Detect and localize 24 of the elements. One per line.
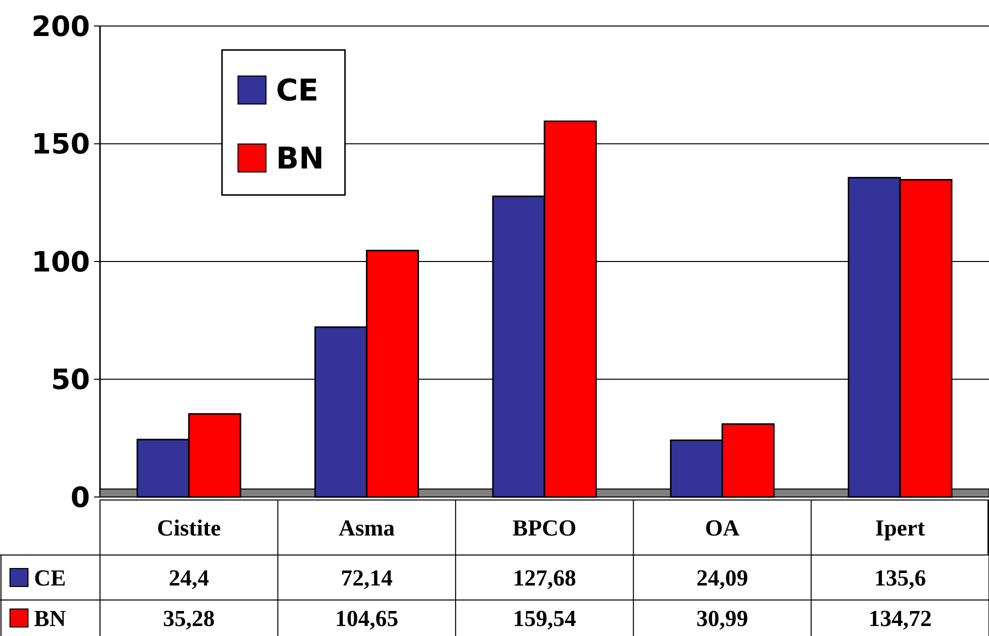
data-label: 159,54 bbox=[512, 606, 577, 632]
text: CE bbox=[34, 566, 66, 591]
legend-label: BN bbox=[276, 142, 324, 176]
data-label: 30,99 bbox=[696, 606, 748, 632]
y-tick-label: 50 bbox=[51, 363, 90, 396]
data-label: 24,4 bbox=[168, 566, 210, 591]
y-tick-label: 200 bbox=[32, 10, 90, 43]
text: BN bbox=[34, 606, 66, 632]
x-tick-label: BPCO bbox=[512, 516, 576, 541]
data-label: 24,09 bbox=[696, 566, 748, 591]
data-label: 135,6 bbox=[874, 566, 926, 591]
x-tick-label: Asma bbox=[338, 516, 396, 541]
x-tick-label: Ipert bbox=[875, 516, 926, 541]
x-tick-label: Cistite bbox=[156, 516, 221, 541]
legend-label: CE bbox=[276, 74, 319, 108]
data-label: 35,28 bbox=[163, 606, 215, 632]
data-label: 134,72 bbox=[868, 606, 932, 632]
y-tick-label: 0 bbox=[70, 480, 90, 514]
data-label: 72,14 bbox=[340, 566, 394, 591]
x-tick-label: OA bbox=[705, 516, 740, 541]
y-tick-label: 100 bbox=[32, 245, 90, 278]
data-label: 104,65 bbox=[335, 606, 398, 632]
y-tick-label: 150 bbox=[32, 128, 90, 161]
data-label: 127,68 bbox=[512, 566, 576, 591]
